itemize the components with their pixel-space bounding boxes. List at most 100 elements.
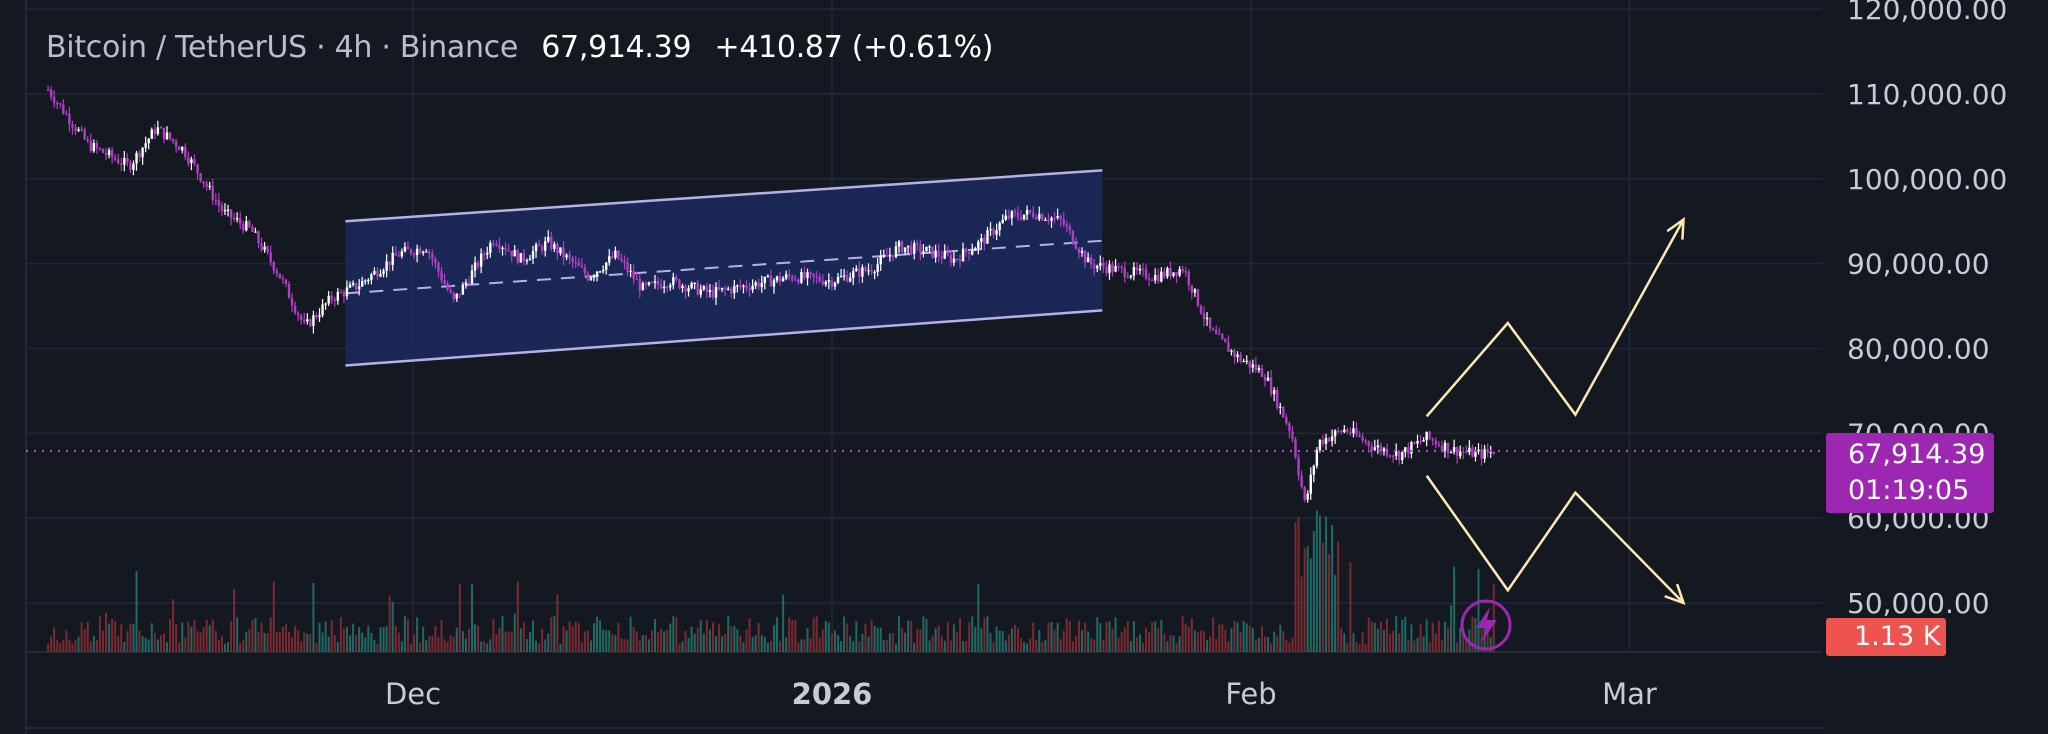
candle-body xyxy=(129,162,132,170)
volume-bar xyxy=(120,624,123,652)
volume-bar xyxy=(416,617,419,652)
volume-bar xyxy=(467,629,470,652)
candle-body xyxy=(858,268,861,277)
candle-body xyxy=(367,279,370,282)
volume-bar xyxy=(230,621,233,652)
candle-body xyxy=(784,274,788,279)
volume-bar xyxy=(1120,631,1123,652)
volume-bar xyxy=(242,639,245,652)
volume-bar xyxy=(1328,554,1331,652)
volume-bar xyxy=(1215,638,1218,652)
candle-body xyxy=(461,284,465,295)
candle-body xyxy=(1358,434,1361,437)
volume-bar xyxy=(1459,627,1462,652)
volume-bar xyxy=(1239,631,1242,652)
volume-bar xyxy=(727,616,730,652)
candle-body xyxy=(791,276,794,280)
volume-bar xyxy=(962,641,965,652)
current-price-label: 67,914.39 01:19:05 xyxy=(1826,433,1994,513)
candle-body xyxy=(1276,390,1279,408)
candle-body xyxy=(1071,230,1075,244)
candle-body xyxy=(101,148,105,153)
volume-bar xyxy=(1279,624,1282,652)
candle-body xyxy=(842,275,846,277)
lightning-icon[interactable] xyxy=(1460,599,1512,651)
volume-bar xyxy=(532,620,535,652)
price-axis[interactable]: 50,000.0060,000.0070,000.0080,000.0090,0… xyxy=(1824,0,2048,734)
candle-body xyxy=(165,132,169,139)
volume-bar xyxy=(251,619,254,652)
volume-bar xyxy=(1035,640,1038,652)
candle-body xyxy=(1318,439,1322,451)
candle-body xyxy=(49,89,53,97)
volume-bar xyxy=(1303,547,1306,652)
candle-body xyxy=(1157,274,1160,282)
projection-arrows[interactable] xyxy=(1425,217,1686,606)
volume-bar xyxy=(879,627,882,652)
candle-body xyxy=(178,146,181,151)
candle-body xyxy=(443,280,446,284)
candle-body xyxy=(1163,271,1166,277)
channel-upper-line[interactable] xyxy=(345,169,1103,223)
bearish-projection[interactable] xyxy=(1425,475,1685,604)
volume-bar xyxy=(629,616,632,652)
candle-body xyxy=(1248,360,1251,368)
channel-lower-line[interactable] xyxy=(345,309,1103,367)
candle-body xyxy=(653,281,657,283)
candle-body xyxy=(62,104,65,114)
volume-bar xyxy=(980,628,983,652)
candle-body xyxy=(275,270,279,274)
candle-body xyxy=(650,282,654,284)
volume-bar xyxy=(794,619,797,652)
time-axis[interactable]: Dec 2026 Feb Mar xyxy=(385,677,1657,711)
volume-bar xyxy=(117,635,120,652)
volume-bar xyxy=(382,627,385,652)
volume-bar xyxy=(361,632,364,652)
price-change: +410.87 (+0.61%) xyxy=(714,30,994,65)
volume-bar xyxy=(108,623,111,652)
volume-bar xyxy=(995,626,998,652)
volume-bar xyxy=(1209,636,1212,652)
candle-body xyxy=(278,273,282,279)
candle-body xyxy=(199,173,202,182)
candle-body xyxy=(1022,214,1026,220)
candle-body xyxy=(470,270,474,284)
candle-body xyxy=(110,150,114,158)
candle-body xyxy=(598,271,602,273)
volume-bar xyxy=(1309,558,1312,652)
volume-bar xyxy=(858,641,861,652)
candle-body xyxy=(254,231,257,233)
volume-bar xyxy=(419,642,422,652)
candle-body xyxy=(666,286,669,288)
volume-bar xyxy=(86,621,89,652)
candle-body xyxy=(995,230,998,235)
volume-bar xyxy=(541,628,544,652)
volume-bar xyxy=(1090,638,1093,652)
bullish-projection[interactable] xyxy=(1425,218,1685,418)
candle-body xyxy=(1038,213,1041,219)
candle-body xyxy=(361,280,364,287)
candles[interactable] xyxy=(46,85,1495,503)
candle-body xyxy=(1016,212,1020,217)
volume-bar xyxy=(1010,628,1013,652)
candle-body xyxy=(623,260,626,263)
candle-body xyxy=(772,280,776,287)
volume-bar xyxy=(1264,636,1267,652)
candle-body xyxy=(1407,447,1410,454)
volume-bar xyxy=(1108,621,1111,652)
candle-body xyxy=(351,283,355,285)
candle-body xyxy=(1446,442,1450,453)
candle-body xyxy=(1077,248,1081,253)
volume-bar xyxy=(809,638,812,652)
volume-bar xyxy=(233,589,236,652)
candle-body xyxy=(605,262,608,270)
time-tick-label: Mar xyxy=(1602,677,1657,711)
volume-bar xyxy=(550,616,553,652)
candle-body xyxy=(1294,439,1297,458)
candle-body xyxy=(464,282,468,285)
candle-body xyxy=(239,218,242,224)
symbol-title[interactable]: Bitcoin / TetherUS · 4h · Binance xyxy=(46,30,519,65)
candle-body xyxy=(589,277,593,280)
volume-bar xyxy=(507,631,510,652)
